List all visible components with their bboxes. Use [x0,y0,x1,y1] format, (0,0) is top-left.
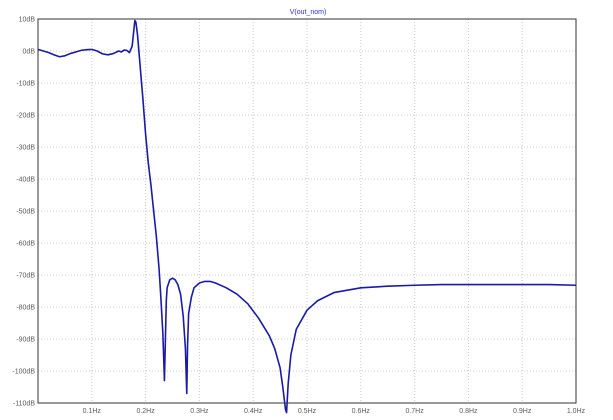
x-tick-label: 1.0Hz [567,408,586,415]
grid-lines [38,19,576,403]
y-tick-label: -10dB [16,81,35,88]
y-tick-label: 10dB [19,17,36,24]
y-tick-label: -70dB [16,273,35,280]
y-tick-label: -50dB [16,209,35,216]
x-tick-label: 0.8Hz [459,408,478,415]
x-tick-label: 0.9Hz [513,408,532,415]
series-line [37,19,577,414]
x-tick-label: 0.4Hz [244,408,263,415]
y-tick-label: -110dB [13,401,35,408]
y-tick-label: -80dB [16,305,35,312]
series-title: V(out_nom) [290,9,327,16]
series-lines [37,19,577,414]
x-tick-label: 0.1Hz [83,408,102,415]
y-tick-label: -90dB [16,337,35,344]
y-tick-label: 0dB [23,49,36,56]
y-tick-label: -60dB [16,241,35,248]
plot-frame [37,18,577,404]
x-tick-label: 0.7Hz [405,408,424,415]
y-tick-label: -30dB [16,145,35,152]
x-tick-label: 0.6Hz [352,408,371,415]
x-tick-label: 0.2Hz [136,408,155,415]
y-tick-label: -20dB [16,113,35,120]
x-axis-tick-labels: 0.1Hz 0.2Hz 0.3Hz 0.4Hz 0.5Hz 0.6Hz 0.7Hz 0.8Hz… [83,408,586,415]
x-tick-label: 0.5Hz [298,408,317,415]
y-tick-label: -40dB [16,177,35,184]
y-axis-tick-labels: 10dB 0dB -10dB -20dB -30dB -40dB -50dB -60dB -70… [12,17,35,408]
x-tick-label: 0.3Hz [190,408,209,415]
y-tick-label: -100dB [12,369,35,376]
